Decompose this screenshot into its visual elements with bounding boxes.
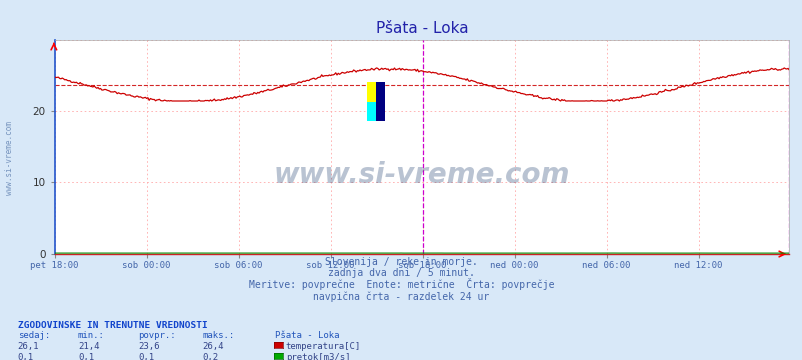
Text: pretok[m3/s]: pretok[m3/s] <box>286 353 350 360</box>
Text: zadnja dva dni / 5 minut.: zadnja dva dni / 5 minut. <box>328 269 474 279</box>
Text: Meritve: povprečne  Enote: metrične  Črta: povprečje: Meritve: povprečne Enote: metrične Črta:… <box>249 278 553 291</box>
Bar <box>375 82 385 121</box>
Text: 26,1: 26,1 <box>18 342 39 351</box>
Text: maks.:: maks.: <box>202 332 234 341</box>
Text: ZGODOVINSKE IN TRENUTNE VREDNOSTI: ZGODOVINSKE IN TRENUTNE VREDNOSTI <box>18 321 207 330</box>
Title: Pšata - Loka: Pšata - Loka <box>375 21 468 36</box>
Text: 26,4: 26,4 <box>202 342 224 351</box>
Bar <box>367 102 375 121</box>
Text: sedaj:: sedaj: <box>18 332 50 341</box>
Text: www.si-vreme.com: www.si-vreme.com <box>5 121 14 195</box>
Text: povpr.:: povpr.: <box>138 332 176 341</box>
Text: 21,4: 21,4 <box>78 342 99 351</box>
Text: www.si-vreme.com: www.si-vreme.com <box>273 161 569 189</box>
Text: 0,1: 0,1 <box>18 353 34 360</box>
Text: 0,2: 0,2 <box>202 353 218 360</box>
Text: min.:: min.: <box>78 332 104 341</box>
Text: Slovenija / reke in morje.: Slovenija / reke in morje. <box>325 257 477 267</box>
Text: 23,6: 23,6 <box>138 342 160 351</box>
Bar <box>367 82 375 102</box>
Text: temperatura[C]: temperatura[C] <box>286 342 361 351</box>
Text: 0,1: 0,1 <box>78 353 94 360</box>
Text: navpična črta - razdelek 24 ur: navpična črta - razdelek 24 ur <box>313 292 489 302</box>
Text: Pšata - Loka: Pšata - Loka <box>274 332 338 341</box>
Text: 0,1: 0,1 <box>138 353 154 360</box>
